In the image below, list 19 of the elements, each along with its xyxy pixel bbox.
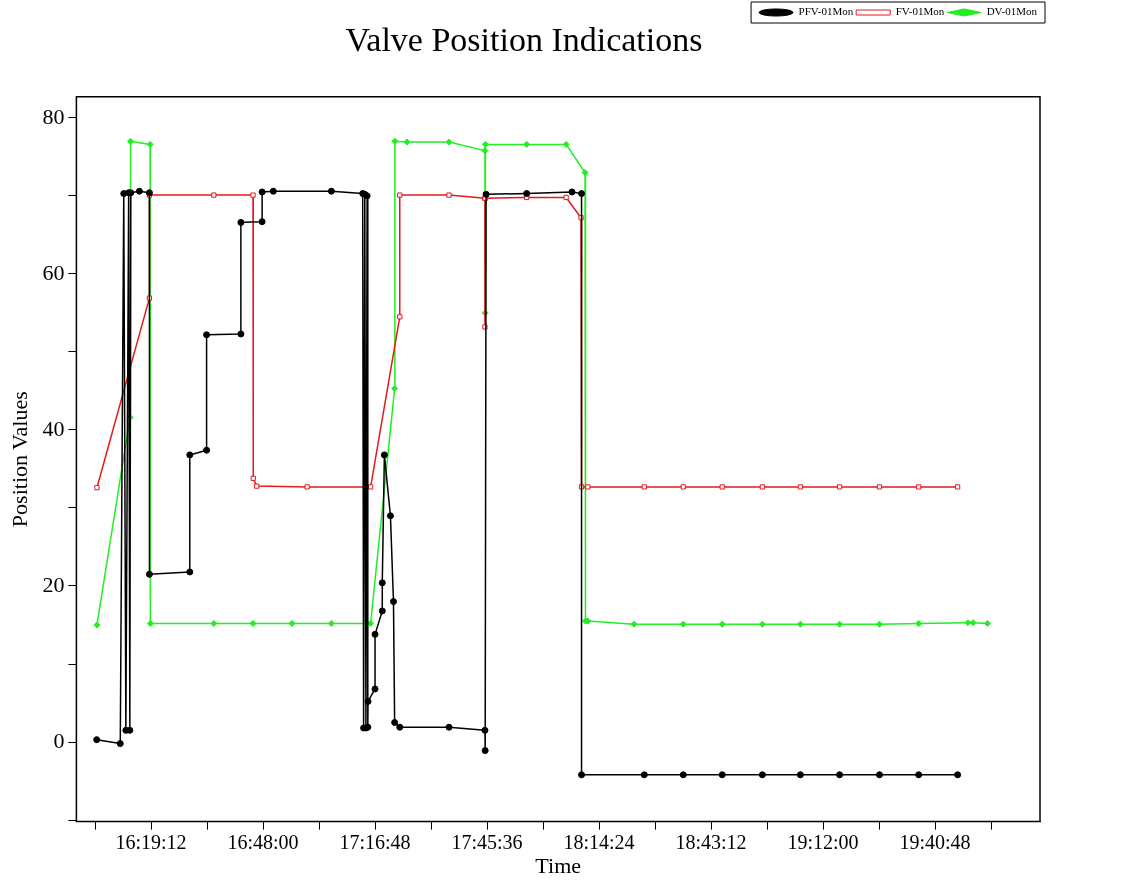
x-tick-label: 17:45:36 bbox=[451, 830, 523, 853]
legend-label: DV-01Mon bbox=[986, 5, 1038, 18]
y-tick-label: 80 bbox=[42, 103, 65, 129]
y-tick-label: 40 bbox=[42, 415, 65, 441]
y-tick-label: 20 bbox=[42, 571, 65, 597]
x-axis-title: Time bbox=[535, 852, 582, 878]
x-tick-label: 17:16:48 bbox=[339, 830, 411, 853]
x-tick-label: 18:43:12 bbox=[675, 830, 747, 853]
x-tick-label: 19:40:48 bbox=[899, 830, 971, 853]
x-tick-label: 16:19:12 bbox=[115, 830, 187, 853]
legend-label: FV-01Mon bbox=[895, 5, 945, 18]
x-tick-label: 16:48:00 bbox=[227, 830, 299, 853]
legend-label: PFV-01Mon bbox=[798, 5, 854, 18]
y-tick-label: 60 bbox=[42, 259, 65, 285]
y-axis-title: Position Values bbox=[6, 391, 32, 528]
x-tick-label: 18:14:24 bbox=[563, 830, 635, 853]
chart-title: Valve Position Indications bbox=[345, 21, 703, 59]
y-tick-label: 0 bbox=[53, 727, 65, 753]
x-tick-label: 19:12:00 bbox=[787, 830, 859, 853]
